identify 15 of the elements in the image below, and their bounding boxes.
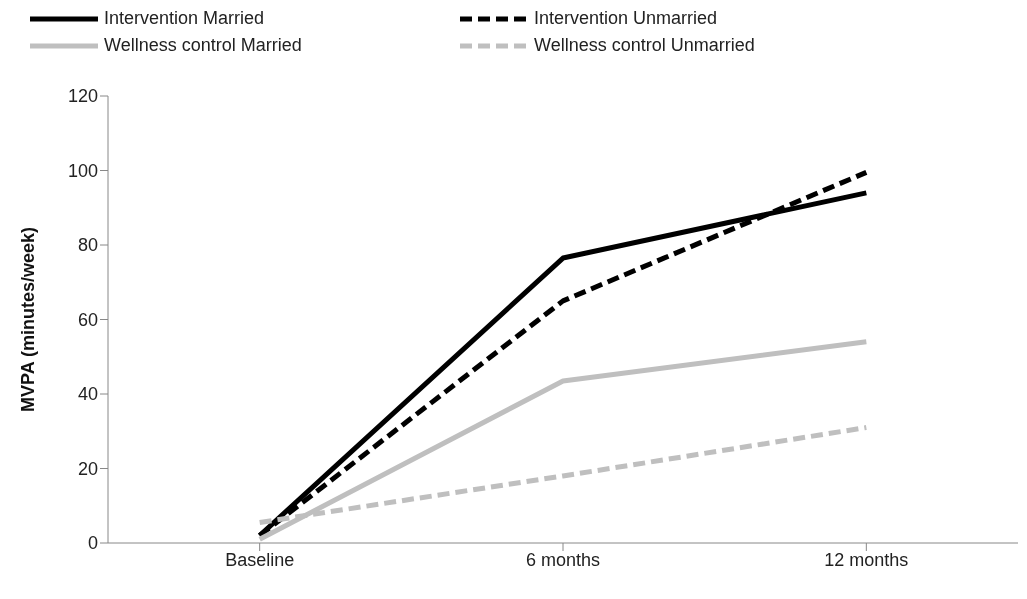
y-tick-label: 60 — [77, 309, 98, 330]
x-tick-label: 12 months — [824, 549, 909, 570]
legend-label: Intervention Unmarried — [534, 8, 718, 29]
y-tick-label: 100 — [67, 160, 98, 181]
x-tick-label: Baseline — [225, 549, 295, 570]
legend-label: Wellness control Married — [104, 35, 302, 56]
y-tick-label: 80 — [77, 235, 98, 256]
x-tick-label: 6 months — [525, 549, 601, 570]
legend-label: Intervention Married — [104, 8, 265, 29]
y-tick-label: 20 — [77, 458, 98, 479]
y-axis-title: MVPA (minutes/week) — [18, 226, 39, 413]
y-tick-label: 120 — [67, 86, 98, 107]
y-tick-label: 0 — [87, 533, 98, 554]
y-tick-label: 40 — [77, 384, 98, 405]
legend-label: Wellness control Unmarried — [534, 35, 755, 56]
